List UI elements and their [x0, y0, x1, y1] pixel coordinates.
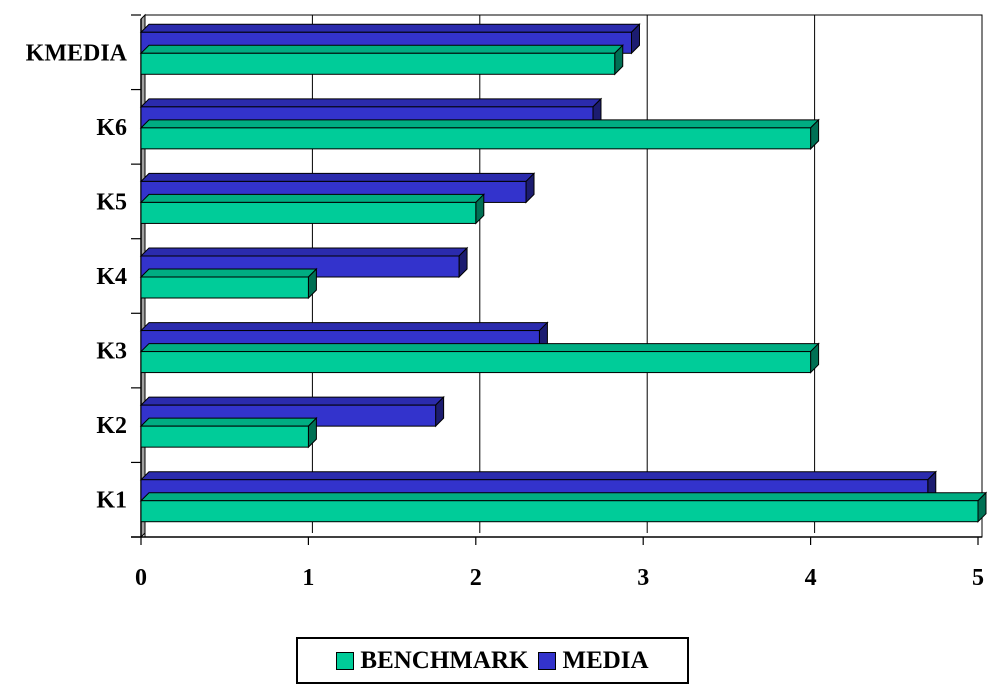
bar-benchmark-k5: [139, 193, 486, 225]
x-tick-label: 2: [470, 565, 482, 591]
bar-benchmark-k4: [139, 267, 318, 300]
x-tick-label: 4: [805, 565, 817, 591]
x-tick-label: 3: [637, 565, 649, 591]
bar-benchmark-k2: [139, 416, 318, 449]
bars: [139, 23, 987, 523]
bar-benchmark-k1: [139, 491, 987, 523]
x-axis-ticks: 0 1 2 3 4 5: [135, 537, 984, 591]
legend-label-benchmark: BENCHMARK: [360, 646, 529, 674]
category-label-k5: K5: [96, 189, 127, 215]
bar-benchmark-k3: [139, 342, 820, 374]
legend: BENCHMARK MEDIA: [296, 637, 689, 684]
legend-item-benchmark: BENCHMARK: [336, 647, 528, 675]
bar-benchmark-kmedia: [139, 44, 624, 76]
category-label-k1: K1: [96, 488, 127, 514]
bar-benchmark-k6: [139, 118, 820, 151]
bar-chart: 0 1 2 3 4 5 K1 K2 K3 K4 K5 K6 KMEDIA: [26, 13, 987, 591]
category-label-k3: K3: [96, 339, 127, 365]
category-label-k4: K4: [96, 264, 127, 290]
legend-swatch-media: [538, 651, 557, 670]
x-tick-label: 1: [302, 565, 314, 591]
legend-item-media: MEDIA: [538, 646, 649, 675]
category-label-k6: K6: [96, 115, 127, 141]
legend-swatch-benchmark: [336, 651, 355, 670]
category-label-kmedia: KMEDIA: [26, 40, 128, 66]
category-label-k2: K2: [96, 413, 127, 439]
x-tick-label: 5: [972, 565, 984, 591]
legend-label-media: MEDIA: [562, 646, 649, 674]
y-axis-categories: K1 K2 K3 K4 K5 K6 KMEDIA: [26, 40, 128, 513]
x-tick-label: 0: [135, 565, 147, 591]
